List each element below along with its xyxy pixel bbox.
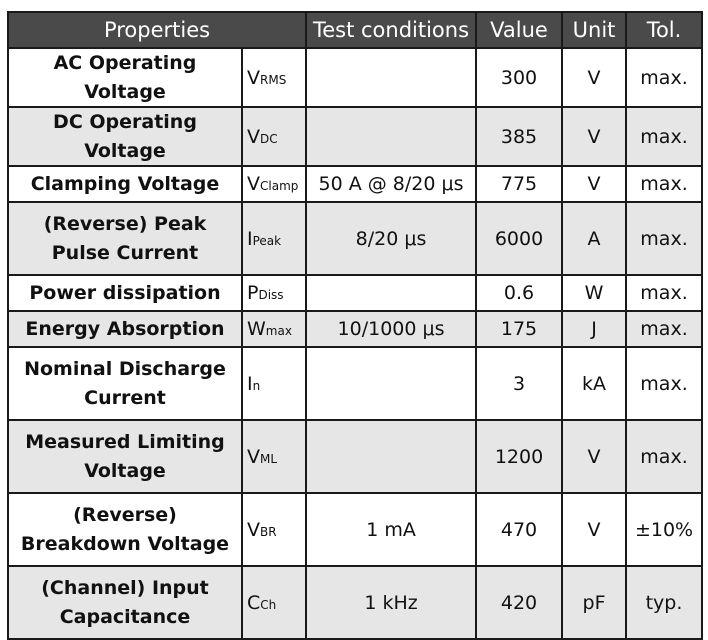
- header-unit: Unit: [561, 11, 628, 49]
- symbol-subscript: RMS: [260, 72, 287, 87]
- header-tolerance: Tol.: [625, 11, 704, 49]
- symbol-subscript: BR: [260, 524, 277, 539]
- symbol-main: I: [247, 372, 253, 395]
- properties-table: Properties Test conditions Value Unit To…: [6, 11, 704, 640]
- value: 420: [475, 565, 564, 640]
- value: 0.6: [475, 274, 564, 312]
- test-conditions: [305, 47, 478, 108]
- symbol: CCh: [240, 565, 308, 640]
- tolerance: max.: [625, 165, 704, 203]
- symbol-main: V: [247, 173, 260, 195]
- property-name: Nominal Discharge Current: [7, 346, 243, 421]
- property-name: Energy Absorption: [7, 310, 243, 348]
- table-row: Nominal Discharge Current In 3 kA max.: [7, 346, 704, 421]
- table-row: Power dissipation PDiss 0.6 W max.: [7, 274, 704, 312]
- unit: A: [561, 201, 628, 276]
- tolerance: max.: [625, 419, 704, 494]
- test-conditions: 1 mA: [305, 492, 478, 567]
- value: 775: [475, 165, 564, 203]
- property-name: (Channel) Input Capacitance: [7, 565, 243, 640]
- tolerance: max.: [625, 310, 704, 348]
- tolerance: max.: [625, 346, 704, 421]
- property-name: (Reverse) Peak Pulse Current: [7, 201, 243, 276]
- symbol: VDC: [240, 106, 308, 167]
- symbol: In: [240, 346, 308, 421]
- value: 3: [475, 346, 564, 421]
- symbol-main: C: [247, 591, 261, 614]
- test-conditions: [305, 106, 478, 167]
- tolerance: ±10%: [625, 492, 704, 567]
- value: 6000: [475, 201, 564, 276]
- symbol: VBR: [240, 492, 308, 567]
- test-conditions: 10/1000 μs: [305, 310, 478, 348]
- tolerance: max.: [625, 106, 704, 167]
- symbol-subscript: n: [252, 378, 261, 393]
- unit: V: [561, 492, 628, 567]
- symbol: VML: [240, 419, 308, 494]
- table-row: DC Operating Voltage VDC 385 V max.: [7, 106, 704, 167]
- unit: kA: [561, 346, 628, 421]
- symbol: VRMS: [240, 47, 308, 108]
- unit: W: [561, 274, 628, 312]
- test-conditions: 1 kHz: [305, 565, 478, 640]
- symbol-subscript: ML: [260, 451, 278, 466]
- tolerance: max.: [625, 47, 704, 108]
- property-name: DC Operating Voltage: [7, 106, 243, 167]
- table-row: Measured Limiting Voltage VML 1200 V max…: [7, 419, 704, 494]
- table-row: (Channel) Input Capacitance CCh 1 kHz 42…: [7, 565, 704, 640]
- test-conditions: [305, 346, 478, 421]
- test-conditions: [305, 419, 478, 494]
- symbol-main: V: [247, 445, 260, 468]
- unit: V: [561, 165, 628, 203]
- table-header-row: Properties Test conditions Value Unit To…: [6, 11, 704, 49]
- symbol-main: V: [247, 518, 260, 541]
- spec-table-container: Properties Test conditions Value Unit To…: [6, 11, 704, 640]
- table-row: Clamping Voltage VClamp 50 A @ 8/20 μs 7…: [7, 165, 704, 203]
- unit: V: [561, 47, 628, 108]
- symbol-main: W: [247, 318, 266, 340]
- value: 175: [475, 310, 564, 348]
- test-conditions: 50 A @ 8/20 μs: [305, 165, 478, 203]
- tolerance: max.: [625, 274, 704, 312]
- unit: J: [561, 310, 628, 348]
- tolerance: typ.: [625, 565, 704, 640]
- symbol: VClamp: [240, 165, 308, 203]
- symbol-main: V: [247, 125, 260, 148]
- symbol-subscript: max: [265, 324, 292, 338]
- value: 470: [475, 492, 564, 567]
- header-properties: Properties: [6, 11, 308, 49]
- unit: V: [561, 419, 628, 494]
- symbol-subscript: Diss: [258, 288, 284, 302]
- symbol-main: V: [247, 66, 260, 89]
- symbol-subscript: Peak: [252, 233, 282, 248]
- table-row: (Reverse) Breakdown Voltage VBR 1 mA 470…: [7, 492, 704, 567]
- symbol: IPeak: [240, 201, 308, 276]
- tolerance: max.: [625, 201, 704, 276]
- property-name: Clamping Voltage: [7, 165, 243, 203]
- test-conditions: 8/20 μs: [305, 201, 478, 276]
- table-row: (Reverse) Peak Pulse Current IPeak 8/20 …: [7, 201, 704, 276]
- value: 1200: [475, 419, 564, 494]
- property-name: Measured Limiting Voltage: [7, 419, 243, 494]
- value: 385: [475, 106, 564, 167]
- table-row: AC Operating Voltage VRMS 300 V max.: [7, 47, 704, 108]
- symbol: PDiss: [240, 274, 308, 312]
- symbol-subscript: Clamp: [260, 179, 299, 193]
- symbol-main: I: [247, 227, 253, 250]
- header-value: Value: [475, 11, 564, 49]
- symbol-subscript: DC: [260, 131, 278, 146]
- symbol: Wmax: [240, 310, 308, 348]
- table-row: Energy Absorption Wmax 10/1000 μs 175 J …: [7, 310, 704, 348]
- symbol-subscript: Ch: [260, 597, 277, 612]
- value: 300: [475, 47, 564, 108]
- property-name: Power dissipation: [7, 274, 243, 312]
- header-test-conditions: Test conditions: [305, 11, 478, 49]
- property-name: AC Operating Voltage: [7, 47, 243, 108]
- unit: pF: [561, 565, 628, 640]
- test-conditions: [305, 274, 478, 312]
- property-name: (Reverse) Breakdown Voltage: [7, 492, 243, 567]
- unit: V: [561, 106, 628, 167]
- symbol-main: P: [247, 282, 259, 304]
